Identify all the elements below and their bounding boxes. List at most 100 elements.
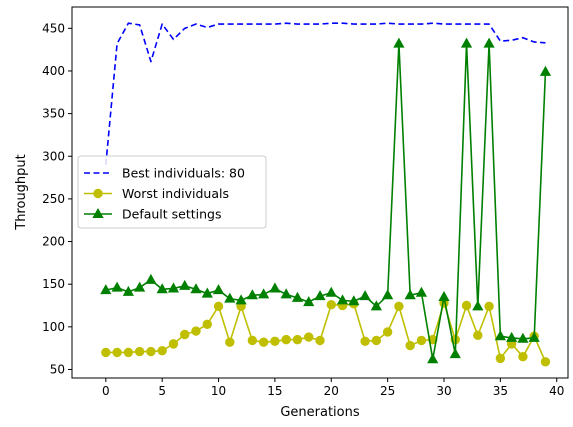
data-point [473,330,483,341]
data-point [112,347,122,358]
data-point [517,332,529,343]
data-point [415,286,428,297]
y-tick-label: 100 [42,320,65,334]
series-1 [105,22,546,165]
x-tick-label: 0 [102,384,110,398]
data-point [145,273,157,284]
data-point [483,37,495,48]
legend-entry: Worst individuals [84,186,229,201]
data-point [360,336,370,347]
data-point [336,294,349,305]
x-axis-label: Generations [280,405,360,420]
data-point [494,330,506,341]
data-point [472,300,484,311]
y-tick-label: 250 [42,192,65,206]
data-point [405,340,415,351]
legend: Best individuals: 80 Worst individuals Def… [77,155,267,229]
series-2 [101,298,551,367]
data-point [246,289,258,300]
data-point [484,301,494,312]
legend-marker [92,207,104,218]
data-point [394,301,404,312]
data-point [371,335,382,346]
data-point [202,319,212,329]
data-point [382,327,393,337]
data-point [325,286,337,297]
x-tick-label: 40 [549,384,564,398]
data-point [449,348,461,359]
series-line [105,302,547,363]
data-point [281,334,291,345]
x-tick-label: 20 [324,384,339,398]
x-tick-label: 5 [158,384,166,398]
data-point [438,290,450,301]
legend-label: Worst individuals [122,186,229,201]
data-point [518,351,528,362]
data-point [157,346,167,356]
plot-frame [71,6,569,379]
legend-label: Best individuals: 80 [122,166,245,181]
data-point [370,300,382,311]
data-point [111,281,123,292]
data-point [404,289,416,300]
data-point [303,296,315,307]
y-tick-label: 200 [42,235,65,249]
data-point [225,337,235,347]
y-axis-ticks: 50 100 150 200 250 300 350 400 450 [42,21,72,376]
data-point [495,353,506,364]
data-point [359,290,371,301]
series-line [105,42,547,361]
data-point [540,357,551,367]
data-point [280,288,292,299]
y-tick-label: 50 [50,362,65,376]
data-point [191,326,201,336]
data-point [292,334,303,345]
data-point [167,282,180,293]
data-point [180,329,190,340]
data-point [270,336,280,347]
data-point [269,282,281,293]
x-tick-label: 35 [493,384,508,398]
data-point [506,331,518,342]
data-point [539,65,552,76]
data-point [156,283,168,294]
legend-box [77,155,267,229]
data-point [235,294,247,305]
data-point [258,288,270,299]
data-point [461,300,472,311]
legend-entry: Best individuals: 80 [84,166,245,181]
series-line [105,22,546,165]
data-point [190,283,202,294]
series-layer [100,22,552,367]
data-point [247,335,258,346]
data-point [291,291,304,302]
x-axis-ticks: 0 5 10 15 20 25 30 35 40 [102,378,564,398]
x-tick-label: 10 [211,384,226,398]
y-tick-label: 350 [42,107,65,121]
y-tick-label: 150 [42,277,65,291]
x-tick-label: 30 [436,384,451,398]
data-point [134,281,146,292]
x-tick-label: 15 [267,384,282,398]
data-point [314,290,326,301]
data-point [101,347,111,358]
y-axis-label: Throughput [14,154,29,231]
data-point [224,292,236,303]
data-point [179,279,191,290]
data-point [460,37,473,48]
legend-entry: Default settings [84,207,222,222]
data-point [146,346,156,357]
series-3 [100,37,552,364]
data-point [382,289,394,300]
y-tick-label: 300 [42,149,65,163]
data-point [528,331,540,342]
y-tick-label: 400 [42,64,65,78]
data-point [168,339,179,349]
data-point [212,284,225,295]
data-point [304,332,314,342]
data-point [315,335,325,346]
data-point [134,346,145,357]
data-point [100,284,112,295]
